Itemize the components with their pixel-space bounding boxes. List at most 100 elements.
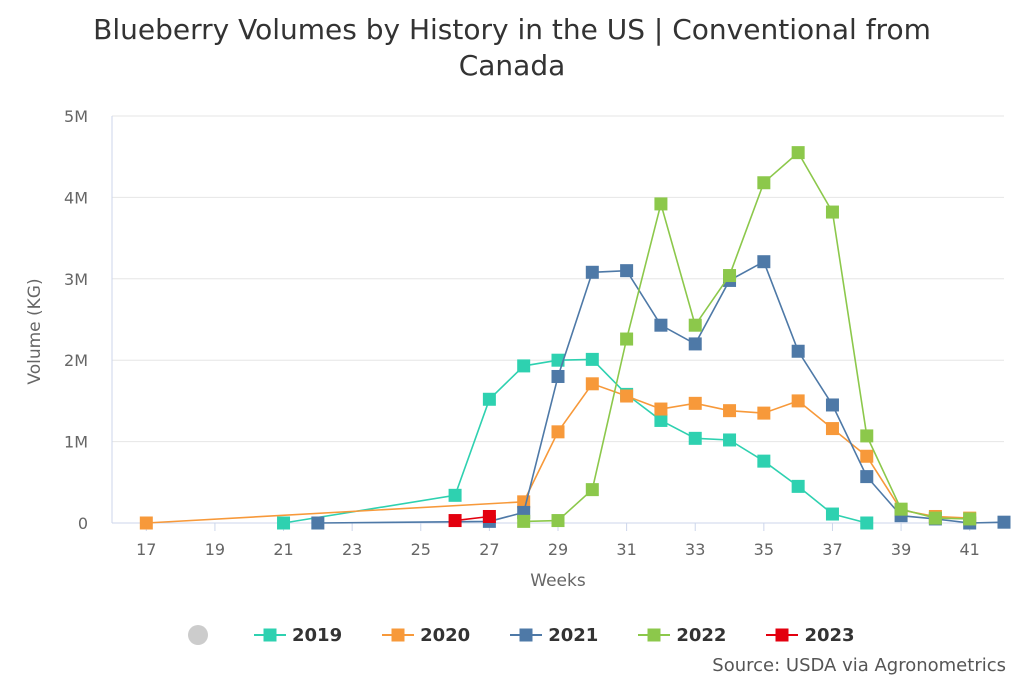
data-point-2022[interactable] xyxy=(723,269,737,283)
data-point-2022[interactable] xyxy=(517,514,531,528)
data-point-2021[interactable] xyxy=(311,516,325,530)
data-point-2021[interactable] xyxy=(551,369,565,383)
x-tick-label: 19 xyxy=(205,540,225,559)
data-point-2021[interactable] xyxy=(585,265,599,279)
chart-title-line-2: Canada xyxy=(458,49,566,82)
data-point-2022[interactable] xyxy=(757,176,771,190)
legend-symbol-2022 xyxy=(638,628,671,642)
data-point-2022[interactable] xyxy=(825,205,839,219)
data-point-2019[interactable] xyxy=(448,488,462,502)
data-point-2020[interactable] xyxy=(620,389,634,403)
data-point-2021[interactable] xyxy=(620,264,634,278)
y-axis-title: Volume (KG) xyxy=(25,278,45,384)
series-group xyxy=(139,146,1011,530)
data-point-2021[interactable] xyxy=(997,515,1011,529)
x-tick-label: 27 xyxy=(479,540,499,559)
legend-label-2021: 2021 xyxy=(548,624,599,646)
data-point-2023[interactable] xyxy=(448,514,462,528)
data-point-2022[interactable] xyxy=(585,483,599,497)
legend-symbol-2019 xyxy=(254,628,286,642)
data-point-2022[interactable] xyxy=(894,502,908,516)
data-point-2021[interactable] xyxy=(757,255,771,269)
data-point-2019[interactable] xyxy=(277,516,291,530)
data-point-2022[interactable] xyxy=(620,332,634,346)
legend-symbol-2020 xyxy=(382,628,415,642)
data-point-2020[interactable] xyxy=(723,404,737,418)
grid-lines xyxy=(112,115,1004,443)
data-point-2021[interactable] xyxy=(688,337,702,351)
data-point-2021[interactable] xyxy=(791,344,805,358)
series-2022[interactable] xyxy=(517,146,977,528)
data-point-2019[interactable] xyxy=(723,433,737,447)
series-2023[interactable] xyxy=(448,509,496,528)
data-point-2019[interactable] xyxy=(482,392,496,406)
x-tick-label: 31 xyxy=(616,540,636,559)
data-point-2020[interactable] xyxy=(585,377,599,391)
legend-toggle-dot[interactable] xyxy=(188,625,208,645)
y-tick-label: 5M xyxy=(64,107,88,126)
x-tick-label: 41 xyxy=(960,540,980,559)
data-point-2022[interactable] xyxy=(791,146,805,160)
x-axis-title: Weeks xyxy=(530,571,586,591)
data-point-2020[interactable] xyxy=(860,449,874,463)
legend-item-2021[interactable]: 2021 xyxy=(510,625,598,646)
data-point-2021[interactable] xyxy=(825,398,839,412)
x-tick-label: 17 xyxy=(136,540,156,559)
legend-item-2020[interactable]: 2020 xyxy=(382,625,470,646)
legend-label-2020: 2020 xyxy=(420,624,471,646)
series-line-2020 xyxy=(146,382,970,524)
x-tick-label: 25 xyxy=(411,540,431,559)
data-point-2021[interactable] xyxy=(860,470,874,484)
data-point-2019[interactable] xyxy=(585,352,599,366)
x-tick-label: 37 xyxy=(822,540,842,559)
y-tick-label: 1M xyxy=(64,433,88,452)
legend-symbol-2023 xyxy=(766,628,799,642)
data-point-2022[interactable] xyxy=(963,512,977,526)
x-tick-label: 29 xyxy=(548,540,568,559)
data-point-2020[interactable] xyxy=(688,396,702,410)
series-line-2021 xyxy=(317,260,1005,524)
source-note: Source: USDA via Agronometrics xyxy=(712,655,1006,676)
data-point-2022[interactable] xyxy=(860,429,874,443)
data-point-2019[interactable] xyxy=(860,516,874,530)
data-point-2021[interactable] xyxy=(654,318,668,332)
data-point-2019[interactable] xyxy=(757,454,771,468)
data-point-2020[interactable] xyxy=(139,516,153,530)
legend-item-2022[interactable]: 2022 xyxy=(638,625,726,646)
data-point-2019[interactable] xyxy=(551,353,565,367)
data-point-2019[interactable] xyxy=(791,479,805,493)
y-tick-label: 0 xyxy=(78,514,88,533)
series-2020[interactable] xyxy=(139,377,977,530)
data-point-2020[interactable] xyxy=(757,406,771,420)
data-point-2019[interactable] xyxy=(825,507,839,521)
legend-symbol-2021 xyxy=(510,628,543,642)
legend-item-2023[interactable]: 2023 xyxy=(766,624,855,646)
y-tick-label: 3M xyxy=(64,270,88,289)
data-point-2019[interactable] xyxy=(688,431,702,445)
legend-label-2023: 2023 xyxy=(804,624,855,646)
chart-title: Blueberry Volumes by History in the US |… xyxy=(0,12,1024,84)
series-2021[interactable] xyxy=(311,255,1011,530)
data-point-2019[interactable] xyxy=(654,413,668,427)
data-point-2023[interactable] xyxy=(482,509,496,523)
x-tick-label: 21 xyxy=(273,540,293,559)
x-tick-label: 39 xyxy=(891,540,911,559)
data-point-2020[interactable] xyxy=(825,422,839,436)
data-point-2022[interactable] xyxy=(688,318,702,332)
legend-label-2019: 2019 xyxy=(292,624,343,646)
x-tick-label: 33 xyxy=(685,540,705,559)
y-tick-label: 2M xyxy=(64,351,88,370)
data-point-2020[interactable] xyxy=(551,425,565,439)
data-point-2022[interactable] xyxy=(928,511,942,525)
data-point-2020[interactable] xyxy=(791,394,805,408)
x-tick-label: 35 xyxy=(754,540,774,559)
data-point-2019[interactable] xyxy=(517,359,531,373)
data-point-2022[interactable] xyxy=(551,514,565,528)
legend-item-2019[interactable]: 2019 xyxy=(254,625,342,646)
data-point-2022[interactable] xyxy=(654,197,668,211)
data-point-2020[interactable] xyxy=(654,402,668,416)
series-line-2022 xyxy=(523,151,970,523)
legend-label-2022: 2022 xyxy=(676,624,727,646)
y-tick-label: 4M xyxy=(64,188,88,207)
